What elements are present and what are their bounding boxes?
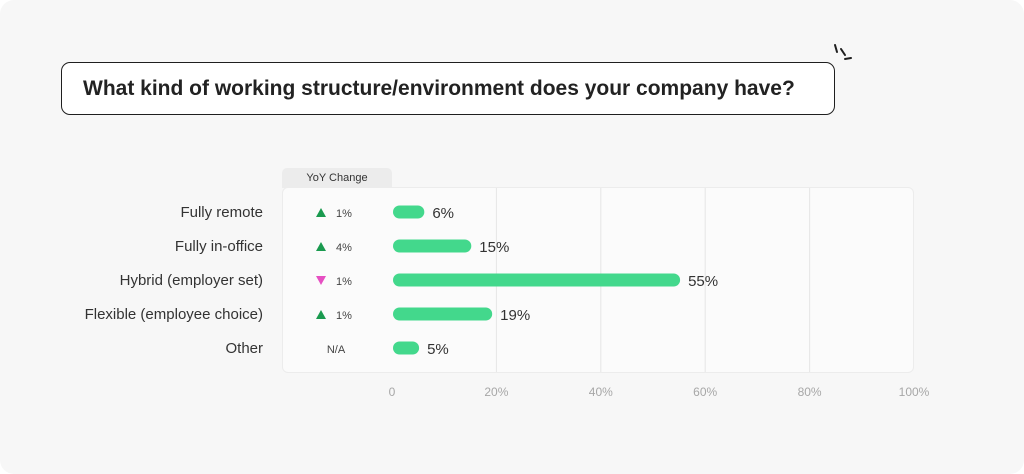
accent-marks-icon (834, 44, 852, 60)
bar (393, 273, 681, 287)
yoy-change-header: YoY Change (282, 168, 392, 188)
up-arrow-icon (316, 208, 326, 217)
bar (393, 205, 425, 219)
x-tick-label: 60% (693, 385, 717, 399)
x-tick-label: 40% (589, 385, 613, 399)
question-title: What kind of working structure/environme… (61, 62, 835, 115)
category-label: Other (225, 340, 263, 357)
bar-value-label: 6% (432, 205, 454, 222)
bar-value-label: 55% (688, 273, 718, 290)
category-label: Fully remote (180, 204, 263, 221)
up-arrow-icon (316, 242, 326, 251)
yoy-change-value: N/A (327, 344, 346, 356)
category-label: Fully in-office (175, 238, 263, 255)
category-label: Flexible (employee choice) (85, 306, 263, 323)
down-arrow-icon (316, 276, 326, 285)
yoy-change-value: 1% (336, 276, 352, 288)
category-label: Hybrid (employer set) (120, 272, 263, 289)
bar-value-label: 15% (479, 239, 509, 256)
bar-value-label: 19% (500, 307, 530, 324)
x-tick-label: 0 (389, 385, 396, 399)
bar (393, 239, 472, 253)
up-arrow-icon (316, 310, 326, 319)
bar (393, 341, 420, 355)
bar-value-label: 5% (427, 341, 449, 358)
yoy-change-value: 1% (336, 310, 352, 322)
x-tick-label: 80% (798, 385, 822, 399)
yoy-change-value: 4% (336, 242, 352, 254)
x-tick-label: 20% (484, 385, 508, 399)
x-tick-label: 100% (899, 385, 930, 399)
yoy-change-value: 1% (336, 208, 352, 220)
bar (393, 307, 493, 321)
